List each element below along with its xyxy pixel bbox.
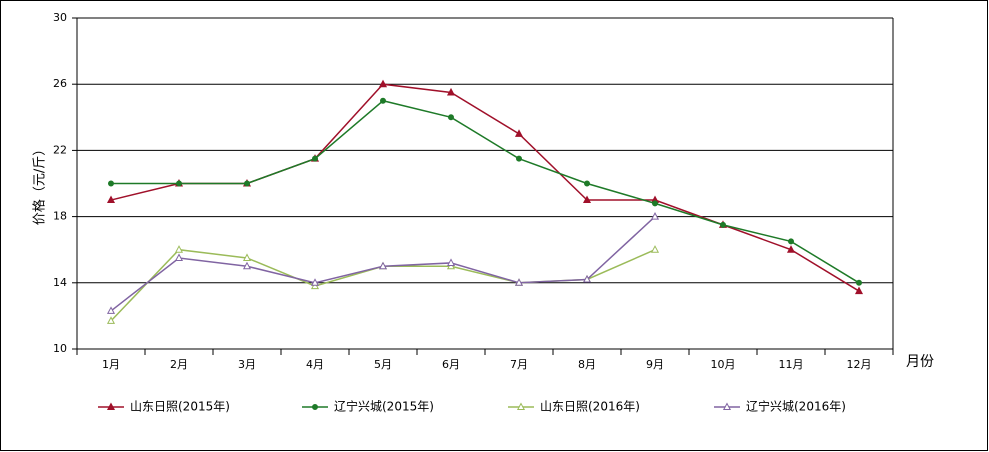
x-tick-label: 9月 [646,358,664,371]
point [854,286,864,295]
point [448,114,454,121]
point [242,253,252,261]
y-tick-label: 30 [53,11,67,24]
point [856,279,862,286]
point [106,195,116,204]
x-tick-label: 5月 [374,358,392,371]
point [652,200,658,207]
point [584,180,590,187]
x-tick-label: 7月 [510,358,528,371]
point [788,238,794,245]
point [514,129,524,137]
point [176,180,182,187]
y-tick-label: 10 [53,342,67,355]
point [106,316,116,324]
point [242,261,252,270]
point [312,155,318,162]
point [108,180,114,187]
point [582,195,592,204]
x-tick-label: 6月 [442,358,460,371]
legend-label: 山东日照(2016年) [540,400,640,414]
x-tick-label: 4月 [306,358,324,371]
point [446,87,456,96]
point [786,245,796,253]
legend-marker [722,402,732,410]
x-tick-label: 10月 [711,358,736,371]
point [378,79,388,88]
point [516,155,522,162]
x-tick-label: 2月 [170,358,188,371]
y-tick-label: 26 [53,77,67,90]
x-tick-label: 12月 [847,358,872,371]
x-tick-label: 11月 [779,358,804,371]
x-tick-label: 8月 [578,358,596,371]
y-tick-label: 14 [53,276,67,289]
legend-label: 山东日照(2015年) [130,400,230,414]
point [582,274,592,283]
legend-marker [106,402,116,410]
y-tick-label: 22 [53,143,67,156]
point [174,253,184,261]
point [650,245,660,253]
point [310,278,320,286]
y-tick-label: 18 [53,210,67,223]
x-axis-label: 月份 [906,354,934,370]
point [514,278,524,286]
series-line [111,99,860,284]
point [244,180,250,187]
legend-label: 辽宁兴城(2016年) [746,399,846,414]
point [446,258,456,266]
point [380,97,386,104]
legend-marker [516,402,526,410]
x-tick-label: 1月 [102,358,120,371]
point [720,221,726,228]
point [174,245,184,253]
point [650,212,660,220]
point [378,261,388,270]
x-tick-label: 3月 [238,358,256,371]
y-axis-label: 价格（元/斤） [32,143,48,225]
legend-label: 辽宁兴城(2015年) [334,399,434,414]
legend-marker [312,404,318,410]
point [106,306,116,314]
